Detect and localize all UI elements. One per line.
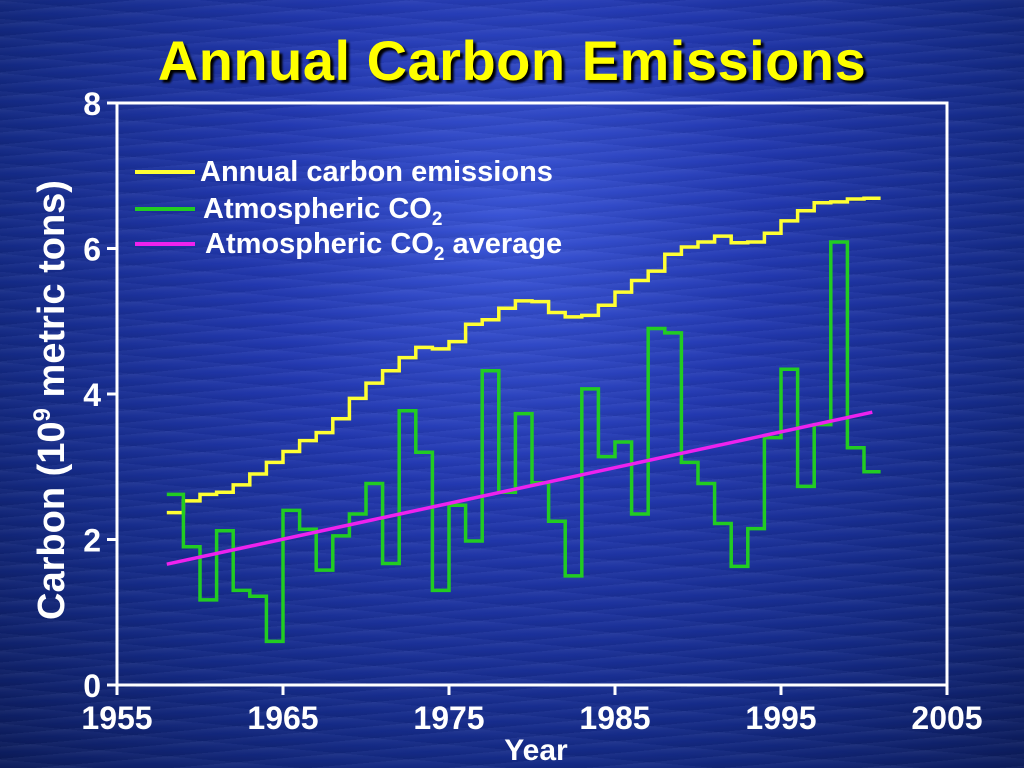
x-tick-label: 2005 — [911, 700, 982, 736]
legend-label-1: Annual carbon emissions — [200, 156, 553, 188]
series-line-3 — [166, 410, 873, 566]
y-tick-label: 0 — [83, 668, 101, 704]
y-tick-label: 6 — [83, 232, 101, 268]
y-tick-label: 4 — [83, 377, 101, 413]
x-axis-ticks: 1955 1965 1975 1985 1995 2005 — [81, 685, 983, 736]
y-tick-label: 2 — [83, 523, 101, 559]
x-tick-label: 1985 — [579, 700, 650, 736]
chart-title: Annual Carbon Emissions — [157, 29, 867, 92]
y-tick-label: 8 — [83, 86, 101, 122]
series-layer — [166, 196, 881, 644]
plot-frame — [115, 101, 949, 687]
legend-label-3: Atmospheric CO2 average — [205, 228, 562, 265]
y-axis-ticks: 0 2 4 6 8 — [83, 86, 117, 704]
series-line-2 — [166, 240, 881, 644]
x-axis-label: Year — [504, 734, 568, 767]
x-tick-label: 1995 — [745, 700, 816, 736]
y-axis-label: Carbon (109 metric tons) — [29, 180, 73, 620]
legend-label-2: Atmospheric CO2 — [203, 193, 442, 230]
legend: Annual carbon emissions Atmospheric CO2At… — [135, 156, 562, 265]
x-tick-label: 1975 — [413, 700, 484, 736]
x-tick-label: 1955 — [81, 700, 152, 736]
series-line-1 — [166, 196, 881, 515]
x-tick-label: 1965 — [247, 700, 318, 736]
